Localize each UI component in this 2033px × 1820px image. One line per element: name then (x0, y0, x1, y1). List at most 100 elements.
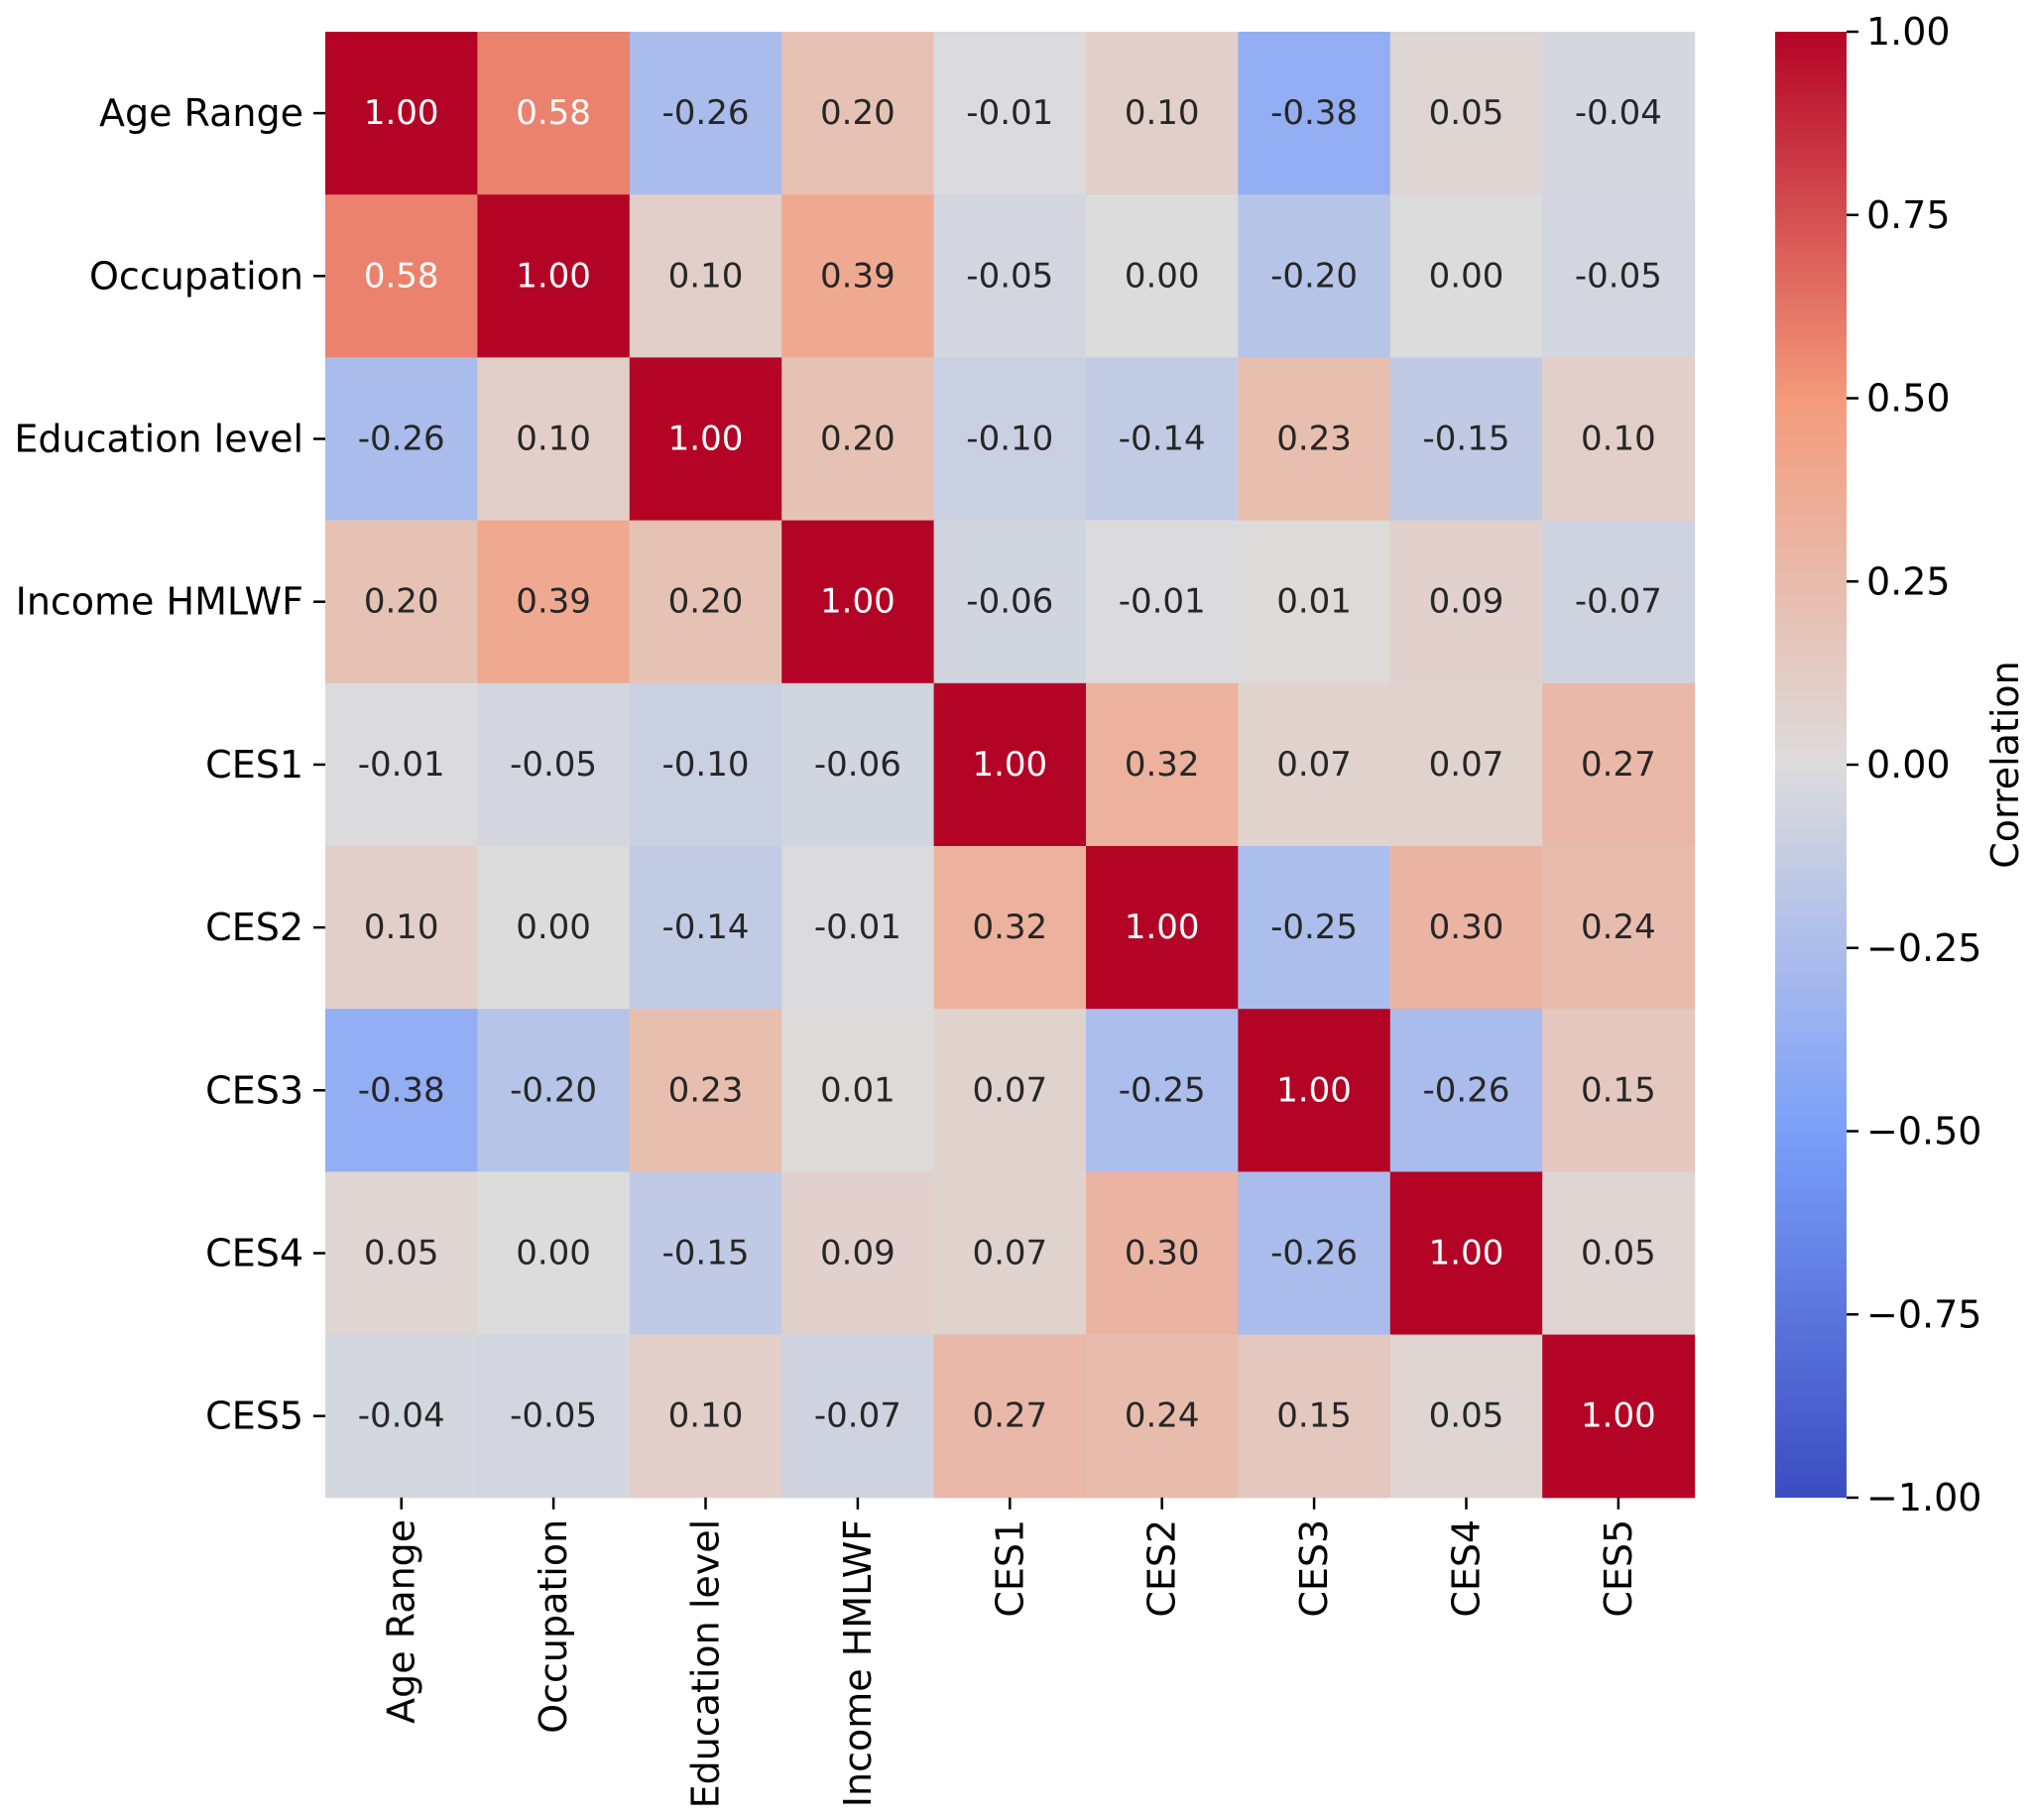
y-tick-label: CES1 (205, 743, 303, 787)
cell-value-label: 0.00 (1125, 256, 1200, 296)
heatmap-cell (1086, 194, 1239, 358)
heatmap-cell (1542, 1009, 1696, 1172)
colorbar-tick-label: −0.50 (1866, 1110, 1981, 1153)
cell-value-label: 0.20 (364, 582, 439, 622)
y-tick-label: CES4 (205, 1232, 303, 1275)
cell-value-label: -0.14 (1119, 420, 1206, 459)
cell-value-label: -0.26 (662, 93, 750, 133)
heatmap-cell (1389, 357, 1543, 522)
heatmap-cell (325, 846, 478, 1010)
heatmap-cell (1238, 194, 1391, 358)
heatmap-cell (1086, 1334, 1239, 1499)
colorbar-gradient (1775, 32, 1847, 1498)
heatmap-cell (325, 194, 478, 358)
cell-value-label: -0.15 (1423, 420, 1510, 459)
y-tick-label: CES5 (205, 1395, 303, 1438)
heatmap-cell (933, 194, 1087, 358)
heatmap-cell (1086, 520, 1239, 684)
cell-value-label: 0.07 (972, 1070, 1047, 1110)
heatmap-cell (629, 1334, 782, 1499)
heatmap-cell (1542, 846, 1696, 1010)
heatmap-cell (1086, 1009, 1239, 1172)
cell-value-label: 0.10 (668, 256, 744, 296)
cell-value-label: -0.01 (358, 745, 445, 785)
heatmap-cell (629, 682, 782, 847)
cell-value-label: -0.06 (814, 745, 901, 785)
heatmap-cell (1238, 682, 1391, 847)
heatmap-cell (1238, 1009, 1391, 1172)
heatmap-cell (325, 1009, 478, 1172)
y-tick-label: Education level (14, 418, 303, 461)
cell-value-label: 0.01 (820, 1070, 896, 1110)
x-axis: Age Range Occupation Education level Income… (380, 1497, 1640, 1808)
cell-value-label: 0.20 (820, 93, 896, 133)
cell-value-label: -0.15 (662, 1234, 750, 1274)
heatmap-cell (1542, 1171, 1696, 1336)
cell-value-label: 0.23 (1276, 420, 1352, 459)
cell-value-label: -0.10 (966, 420, 1053, 459)
colorbar-label: Correlation (1983, 661, 2027, 869)
cell-value-label: 0.00 (1429, 256, 1504, 296)
cell-value-label: 0.32 (972, 908, 1047, 947)
heatmap-cell (1238, 846, 1391, 1010)
cell-value-label: 0.27 (972, 1396, 1047, 1436)
heatmap-cell (1542, 520, 1696, 684)
cell-value-label: 0.10 (516, 420, 591, 459)
heatmap-cell (781, 682, 935, 847)
cell-value-label: 1.00 (1429, 1234, 1504, 1274)
y-tick-label: Occupation (89, 254, 303, 298)
cell-value-label: 0.05 (1581, 1234, 1656, 1274)
heatmap-cell (1238, 32, 1391, 195)
x-tick-label: Occupation (532, 1519, 575, 1734)
heatmap-cell (477, 194, 631, 358)
heatmap-cell (325, 32, 478, 195)
cell-value-label: -0.14 (662, 908, 750, 947)
heatmap-cell (781, 520, 935, 684)
cell-value-label: 0.10 (1125, 93, 1200, 133)
cell-value-label: -0.05 (1575, 256, 1662, 296)
cell-value-label: -0.04 (358, 1396, 445, 1436)
cell-value-label: -0.01 (1119, 582, 1206, 622)
heatmap-cell (629, 520, 782, 684)
heatmap-cell (629, 194, 782, 358)
cell-value-label: 0.10 (364, 908, 439, 947)
heatmap-cell (477, 1334, 631, 1499)
cell-value-label: -0.04 (1575, 93, 1662, 133)
heatmap-cell (477, 357, 631, 522)
colorbar-tick-label: 1.00 (1866, 10, 1951, 54)
heatmap-cell (325, 1171, 478, 1336)
heatmap-cell (477, 1009, 631, 1172)
cell-value-label: -0.25 (1270, 908, 1358, 947)
cell-value-label: 0.15 (1276, 1396, 1352, 1436)
heatmap-cell (1086, 32, 1239, 195)
x-tick-label: Age Range (380, 1519, 423, 1724)
heatmap-cell (1389, 682, 1543, 847)
y-axis: Age Range Occupation Education level Income… (14, 91, 325, 1438)
heatmap-cell (1389, 520, 1543, 684)
cell-value-label: 1.00 (820, 582, 896, 622)
x-tick-label: CES4 (1445, 1519, 1489, 1618)
heatmap-cell (1542, 194, 1696, 358)
cell-value-label: 1.00 (668, 420, 744, 459)
cell-value-label: 1.00 (516, 256, 591, 296)
cell-value-label: 0.00 (516, 908, 591, 947)
colorbar-tick-label: −1.00 (1866, 1476, 1981, 1519)
cell-value-label: 0.07 (1429, 745, 1504, 785)
heatmap-cell (781, 1009, 935, 1172)
cell-value-label: 0.39 (820, 256, 896, 296)
heatmap-cell (325, 1334, 478, 1499)
heatmap-cell (781, 357, 935, 522)
cell-value-label: 0.24 (1125, 1396, 1200, 1436)
colorbar-ticks: 1.00 0.75 0.50 0.25 0.00 −0.25 −0.50 −0.75 −1.00 (1847, 10, 1981, 1519)
x-tick-label: CES1 (988, 1519, 1031, 1618)
heatmap-cell (933, 32, 1087, 195)
cell-value-label: 0.24 (1581, 908, 1656, 947)
cell-value-label: -0.10 (662, 745, 750, 785)
heatmap-cell (1389, 32, 1543, 195)
cell-value-label: 0.00 (516, 1234, 591, 1274)
heatmap-cell (1542, 357, 1696, 522)
heatmap-cell (1389, 1009, 1543, 1172)
y-tick-label: CES2 (205, 906, 303, 949)
cell-value-label: -0.05 (510, 1396, 597, 1436)
heatmap-cell (933, 357, 1087, 522)
